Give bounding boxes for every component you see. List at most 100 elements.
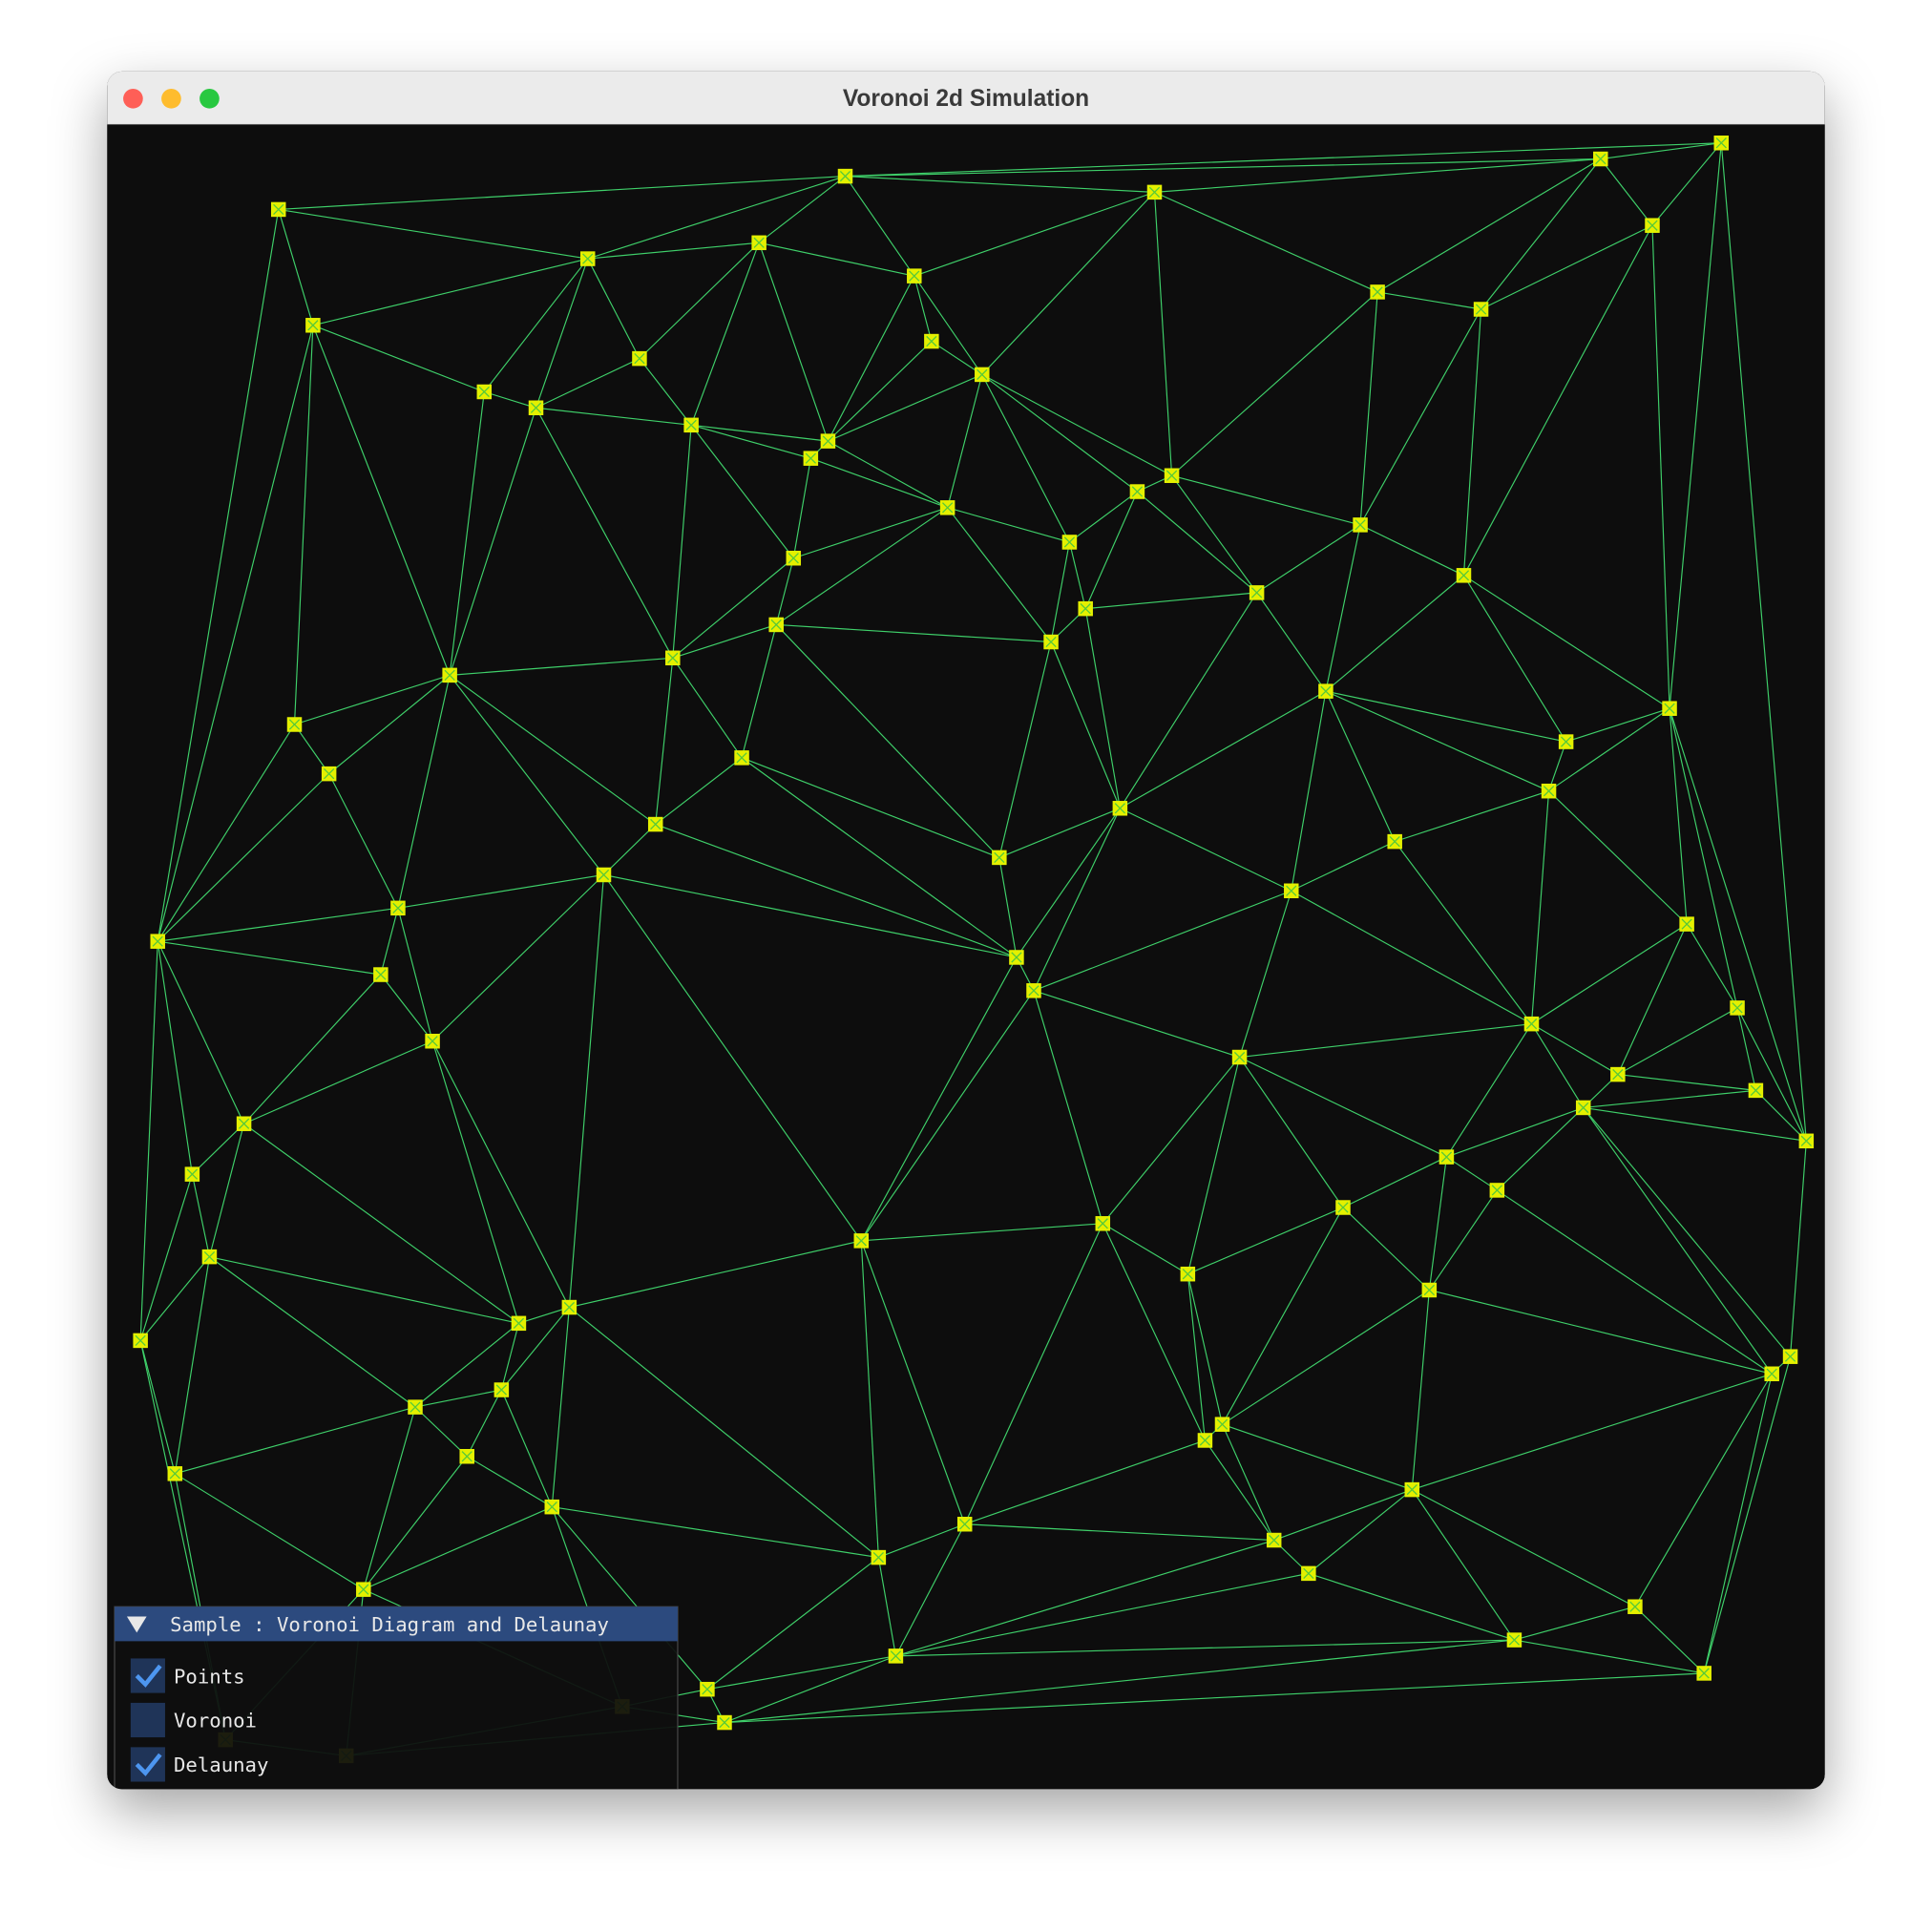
- delaunay-edge: [1221, 1423, 1275, 1541]
- delaunay-edge: [1583, 1107, 1792, 1357]
- point-cross: [1578, 1102, 1589, 1114]
- point-cross: [530, 402, 542, 413]
- delaunay-edge: [1480, 158, 1602, 310]
- point-cross: [186, 1168, 198, 1180]
- delaunay-edge: [998, 641, 1052, 858]
- point-cross: [667, 652, 679, 663]
- delaunay-edge: [895, 1539, 1274, 1657]
- delaunay-edge: [964, 1523, 1274, 1542]
- point-cross: [1750, 1084, 1762, 1096]
- point-cross: [1063, 536, 1076, 548]
- checkbox[interactable]: [130, 1747, 165, 1782]
- delaunay-edge: [1497, 1189, 1773, 1375]
- delaunay-edge: [1171, 474, 1258, 594]
- delaunay-edge: [293, 325, 314, 725]
- delaunay-edge: [877, 1557, 896, 1656]
- delaunay-edge: [775, 507, 948, 625]
- point-cross: [994, 851, 1005, 864]
- delaunay-edge: [1256, 592, 1327, 692]
- delaunay-edge: [914, 275, 983, 375]
- minimize-button[interactable]: [161, 88, 181, 109]
- collapse-arrow[interactable]: [126, 1616, 147, 1633]
- delaunay-edge: [947, 507, 1052, 642]
- point-cross: [1664, 703, 1675, 714]
- delaunay-edge: [449, 408, 537, 676]
- delaunay-edge: [1376, 158, 1602, 293]
- point-cross: [546, 1502, 557, 1513]
- delaunay-edge: [569, 1240, 862, 1309]
- point-cross: [1389, 836, 1400, 848]
- checkbox[interactable]: [130, 1702, 165, 1738]
- delaunay-edge: [568, 874, 605, 1308]
- delaunay-edge: [363, 1406, 416, 1590]
- delaunay-edge: [1395, 790, 1549, 843]
- delaunay-edge: [1050, 541, 1070, 642]
- delaunay-edge: [139, 941, 158, 1341]
- delaunay-edge: [810, 457, 948, 509]
- delaunay-edge: [1069, 491, 1138, 543]
- delaunay-edge: [587, 242, 760, 260]
- delaunay-edge: [363, 1456, 468, 1590]
- window-title: Voronoi 2d Simulation: [843, 86, 1089, 112]
- delaunay-edge: [655, 757, 743, 826]
- point-cross: [1011, 952, 1022, 963]
- delaunay-edge: [981, 373, 1172, 476]
- delaunay-edge: [860, 990, 1035, 1242]
- delaunay-edge: [158, 907, 399, 942]
- delaunay-edge: [690, 424, 794, 559]
- point-cross: [1216, 1418, 1228, 1430]
- delaunay-edge: [828, 440, 948, 509]
- delaunay-edge: [552, 1506, 879, 1559]
- point-cross: [1114, 803, 1125, 814]
- point-cross: [513, 1317, 525, 1329]
- delaunay-edge: [328, 674, 451, 775]
- delaunay-edge: [724, 1672, 1705, 1724]
- point-cross: [495, 1384, 507, 1396]
- delaunay-edge: [1583, 1106, 1807, 1142]
- delaunay-edge: [175, 1406, 416, 1475]
- point-cross: [169, 1468, 180, 1480]
- panel-header[interactable]: [115, 1606, 678, 1642]
- delaunay-edge: [1033, 890, 1292, 992]
- point-cross: [1286, 885, 1297, 896]
- delaunay-edge: [639, 242, 760, 360]
- delaunay-edge: [1583, 1089, 1756, 1109]
- delaunay-edge: [139, 1340, 176, 1474]
- delaunay-edge: [380, 908, 399, 976]
- delaunay-edge: [1669, 142, 1722, 709]
- delaunay-edge: [741, 624, 777, 758]
- delaunay-edge: [1204, 1439, 1275, 1541]
- delaunay-edge: [1720, 142, 1807, 1142]
- delaunay-edge: [139, 1256, 210, 1341]
- point-cross: [392, 902, 404, 914]
- delaunay-edge: [380, 974, 433, 1042]
- delaunay-edge: [1669, 708, 1688, 925]
- delaunay-edge: [312, 325, 451, 676]
- point-cross: [1766, 1368, 1777, 1379]
- zoom-button[interactable]: [200, 88, 220, 109]
- delaunay-edge: [209, 1256, 519, 1324]
- delaunay-edge: [568, 1307, 879, 1559]
- delaunay-edge: [1463, 575, 1670, 709]
- delaunay-edge: [775, 557, 794, 625]
- delaunay-edge: [1186, 1273, 1224, 1425]
- checkbox[interactable]: [130, 1658, 165, 1693]
- delaunay-edge: [157, 209, 280, 942]
- delaunay-edge: [1480, 224, 1653, 310]
- delaunay-edge: [860, 956, 1018, 1242]
- delaunay-edge: [191, 1174, 211, 1257]
- delaunay-edge: [1428, 1157, 1447, 1291]
- delaunay-edge: [603, 824, 657, 875]
- delaunay-edge: [1085, 592, 1257, 610]
- delaunay-edge: [1514, 1606, 1636, 1641]
- delaunay-edge: [1617, 1074, 1756, 1091]
- delaunay-edge: [1548, 790, 1688, 925]
- delaunay-edge: [845, 176, 1155, 193]
- delaunay-edge: [1187, 1207, 1344, 1275]
- delaunay-edge: [1171, 291, 1378, 476]
- delaunay-edge: [759, 242, 914, 277]
- delaunay-edge: [1359, 524, 1464, 577]
- close-button[interactable]: [123, 88, 143, 109]
- point-cross: [839, 170, 851, 182]
- delaunay-edge: [1600, 158, 1653, 226]
